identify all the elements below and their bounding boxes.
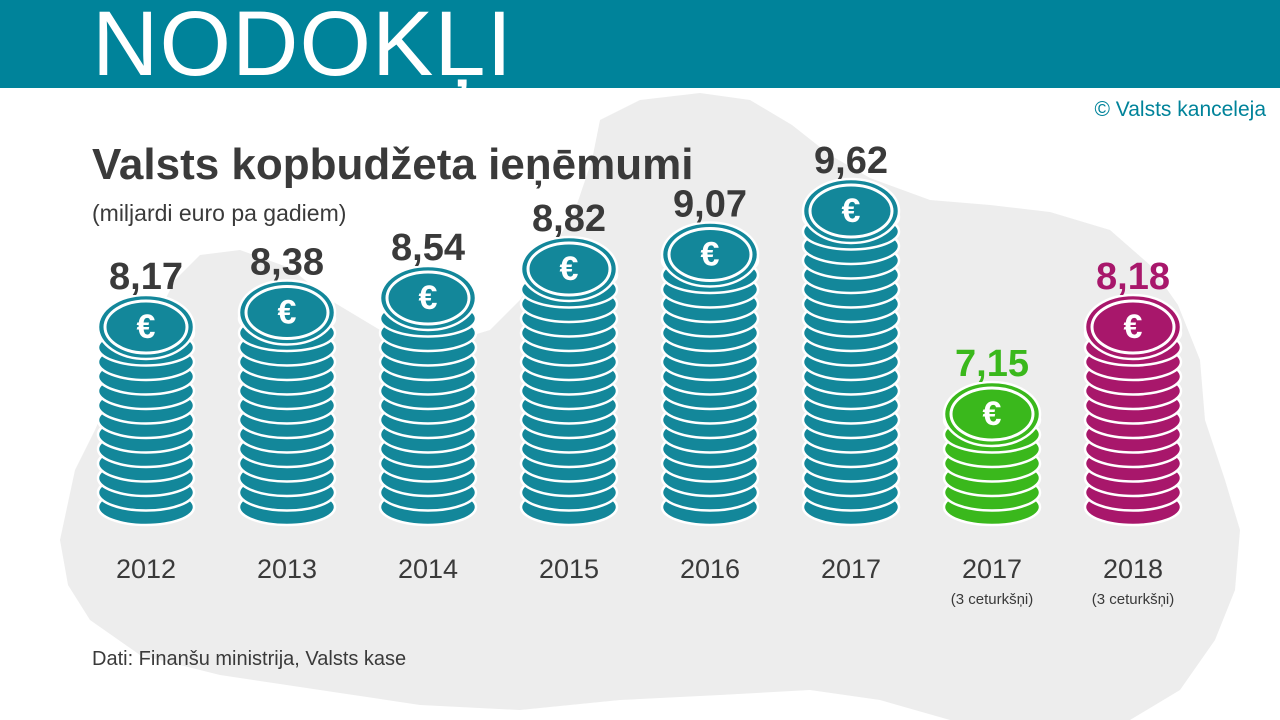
- coin-top: [942, 380, 1042, 448]
- coin-rim: [103, 299, 189, 355]
- value-label: 8,18: [1096, 256, 1170, 298]
- coin-rim: [667, 227, 753, 282]
- category-label: 2017: [962, 554, 1022, 584]
- category-label: 2014: [398, 554, 458, 584]
- value-label: 8,54: [391, 227, 465, 269]
- coin-rim: [1090, 299, 1176, 355]
- copyright-text: © Valsts kanceleja: [1094, 98, 1267, 121]
- coin-top: [801, 177, 901, 245]
- bar-2014: €8,54 2014: [378, 227, 478, 584]
- category-label: 2013: [257, 554, 317, 584]
- bar-2017: €9,62 2017: [801, 140, 901, 584]
- euro-icon: €: [842, 192, 861, 230]
- euro-icon: €: [278, 294, 297, 332]
- value-label: 9,07: [673, 184, 747, 226]
- bar-2013: €8,38 2013: [237, 242, 337, 584]
- coin-top: [237, 279, 337, 346]
- header-banner: NODOKĻI: [0, 0, 1280, 94]
- value-label: 8,82: [532, 198, 606, 240]
- coin-top: [660, 221, 760, 288]
- chart-subtitle: (miljardi euro pa gadiem): [92, 200, 347, 226]
- category-label: 2017: [821, 554, 881, 584]
- coin-rim: [385, 270, 471, 326]
- coin-rim: [808, 183, 894, 239]
- value-label: 8,38: [250, 242, 324, 284]
- data-source-note: Dati: Finanšu ministrija, Valsts kase: [92, 648, 407, 670]
- bar-2017-partial: €7,15 2017 (3 ceturkšņi): [942, 343, 1042, 608]
- chart-title: Valsts kopbudžeta ieņēmumi: [92, 140, 694, 189]
- euro-icon: €: [701, 236, 720, 274]
- euro-icon: €: [1124, 308, 1143, 346]
- euro-icon: €: [419, 279, 438, 317]
- euro-icon: €: [137, 308, 156, 346]
- coin-top: [96, 293, 196, 361]
- euro-icon: €: [983, 395, 1002, 433]
- coin-top: [519, 235, 619, 303]
- euro-icon: €: [560, 250, 579, 288]
- bar-2015: €8,82 2015: [519, 198, 619, 584]
- category-label: 2018: [1103, 554, 1163, 584]
- coin-top: [1083, 293, 1183, 361]
- bar-2018-partial: €8,18 2018 (3 ceturkšņi): [1083, 256, 1183, 608]
- category-label: 2015: [539, 554, 599, 584]
- value-label: 9,62: [814, 140, 888, 182]
- value-label: 8,17: [109, 256, 183, 298]
- category-note: (3 ceturkšņi): [1092, 591, 1175, 608]
- coin-rim: [949, 386, 1035, 442]
- category-note: (3 ceturkšņi): [951, 591, 1034, 608]
- category-label: 2012: [116, 554, 176, 584]
- coin-rim: [526, 241, 612, 297]
- bar-2016: €9,07 2016: [660, 184, 760, 584]
- category-label: 2016: [680, 554, 740, 584]
- bar-2012: €8,17 2012: [96, 256, 196, 584]
- coin-rim: [244, 285, 330, 340]
- banner-title: NODOKĻI: [92, 0, 514, 95]
- coin-top: [378, 264, 478, 332]
- value-label: 7,15: [955, 343, 1029, 385]
